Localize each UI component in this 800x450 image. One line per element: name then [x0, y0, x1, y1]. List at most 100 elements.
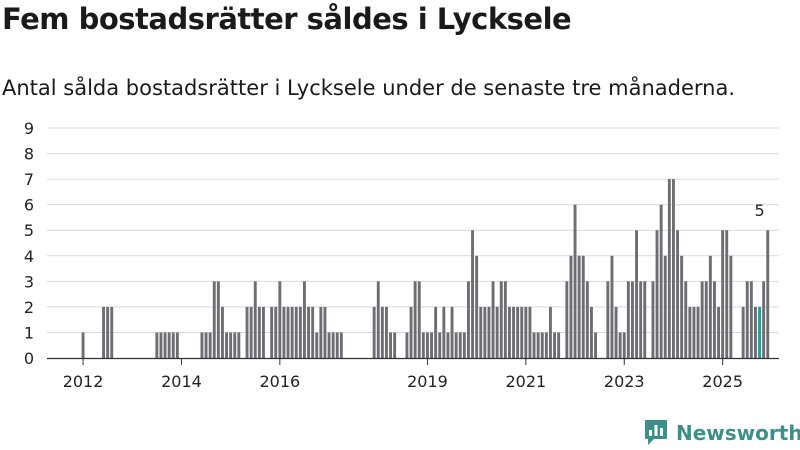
x-tick-label: 2023: [604, 372, 645, 391]
bar: [754, 306, 757, 358]
bar: [651, 281, 655, 358]
newsworthy-logo[interactable]: Newsworthy: [644, 419, 800, 446]
x-tick-label: 2025: [702, 372, 743, 391]
bar: [467, 281, 470, 358]
bar: [508, 306, 511, 358]
bar: [458, 332, 462, 358]
bar: [438, 332, 442, 358]
bar: [499, 281, 503, 358]
bar: [667, 179, 671, 358]
bar: [233, 332, 237, 358]
bar: [676, 230, 679, 358]
bar: [672, 179, 675, 358]
bar: [520, 306, 524, 358]
bar: [430, 332, 433, 358]
chart-title: Fem bostadsrätter såldes i Lycksele: [2, 2, 572, 36]
bar: [483, 306, 487, 358]
bar: [249, 306, 253, 358]
bar: [262, 306, 265, 358]
bar: [163, 332, 167, 358]
bar: [376, 281, 380, 358]
bar: [303, 281, 306, 358]
bar: [553, 332, 556, 358]
bar: [639, 281, 643, 358]
bar: [216, 281, 220, 358]
bar: [434, 306, 438, 358]
bar: [335, 332, 339, 358]
bar: [327, 332, 331, 358]
x-tick-label: 2021: [505, 372, 546, 391]
bar: [175, 332, 179, 358]
bar: [315, 332, 319, 358]
bar: [659, 204, 663, 358]
bar: [405, 332, 409, 358]
bar: [286, 306, 290, 358]
bar: [696, 306, 700, 358]
bar: [372, 306, 376, 358]
y-tick-label: 0: [24, 349, 34, 368]
bar: [204, 332, 208, 358]
bar: [479, 306, 483, 358]
y-tick-label: 7: [24, 170, 34, 189]
bar: [282, 306, 286, 358]
bar: [237, 332, 241, 358]
y-axis-labels: 0 1 2 3 4 5 6 7 8 9: [24, 119, 34, 368]
y-tick-label: 6: [24, 196, 34, 215]
bar: [380, 306, 384, 358]
bar: [339, 332, 343, 358]
bar: [618, 332, 622, 358]
bar: [171, 332, 175, 358]
bar: [684, 281, 688, 358]
bar: [102, 306, 105, 358]
bar: [298, 306, 302, 358]
bar: [544, 332, 548, 358]
bar: [471, 230, 474, 358]
bar: [208, 332, 212, 358]
bars: [81, 179, 770, 358]
bar: [692, 306, 696, 358]
bar: [729, 255, 733, 358]
bar: [319, 306, 323, 358]
bar: [635, 230, 638, 358]
bar: [110, 306, 114, 358]
bar: [745, 281, 749, 358]
bar: [385, 306, 388, 358]
bar: [446, 332, 450, 358]
bar: [290, 306, 294, 358]
y-tick-label: 5: [24, 221, 34, 240]
newsworthy-logo-icon: [645, 420, 667, 445]
y-tick-label: 4: [24, 247, 34, 266]
bar: [487, 306, 491, 358]
x-tick-label: 2012: [63, 372, 104, 391]
bar: [643, 281, 647, 358]
bar: [155, 332, 159, 358]
bar-highlight: [758, 306, 761, 358]
bar: [585, 281, 589, 358]
bar: [540, 332, 544, 358]
bar: [221, 306, 224, 358]
bar: [565, 281, 569, 358]
bar: [229, 332, 233, 358]
bar: [524, 306, 528, 358]
bar: [704, 281, 708, 358]
bar: [512, 306, 515, 358]
bar: [159, 332, 163, 358]
bar: [606, 281, 610, 358]
bar: [413, 281, 417, 358]
y-tick-label: 8: [24, 145, 34, 164]
bar: [270, 306, 274, 358]
bar: [417, 281, 421, 358]
chart-subtitle: Antal sålda bostadsrätter i Lycksele und…: [2, 76, 735, 100]
y-tick-label: 1: [24, 323, 34, 342]
bar: [331, 332, 335, 358]
bar: [442, 306, 446, 358]
bar: [516, 306, 520, 358]
x-tick-label: 2014: [161, 372, 202, 391]
bar: [725, 230, 729, 358]
y-tick-label: 2: [24, 298, 34, 317]
bar: [106, 306, 110, 358]
bar: [278, 281, 282, 358]
y-tick-label: 9: [24, 119, 34, 138]
bar: [528, 306, 532, 358]
